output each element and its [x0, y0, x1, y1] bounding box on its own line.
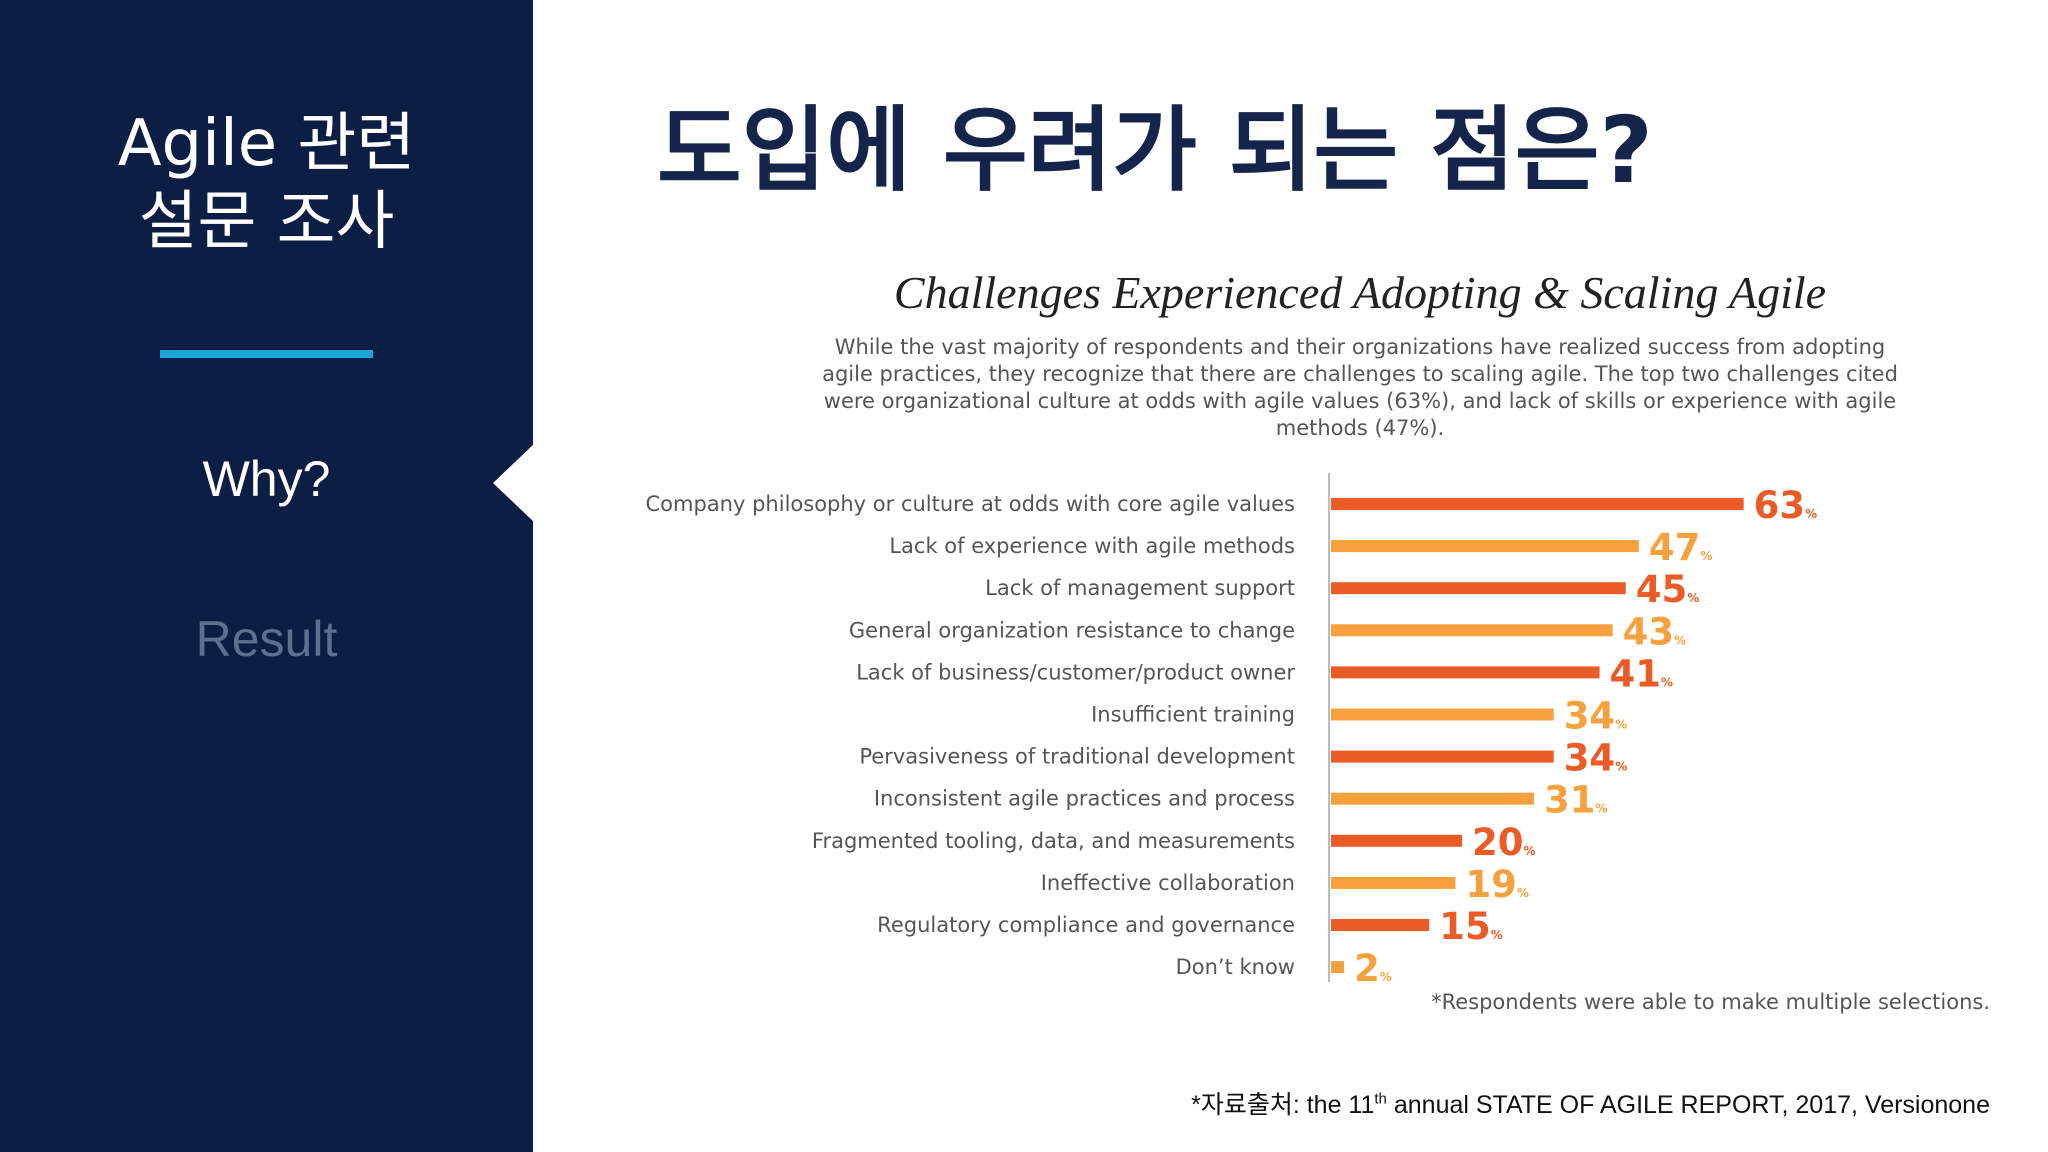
bar: [1331, 961, 1345, 974]
data-label: 34%: [1564, 695, 1628, 738]
source-citation: *자료출처: the 11th annual STATE OF AGILE RE…: [1100, 1085, 1990, 1121]
bar: [1331, 834, 1462, 847]
category-label: Pervasiveness of traditional development: [859, 745, 1295, 769]
bar: [1331, 498, 1744, 510]
category-label: Inconsistent agile practices and process: [874, 787, 1295, 811]
bar: [1331, 666, 1600, 679]
bar: [1331, 582, 1626, 595]
category-label: Company philosophy or culture at odds wi…: [646, 492, 1295, 516]
category-label: Lack of management support: [985, 576, 1295, 600]
data-label: 63%: [1754, 484, 1818, 527]
bar: [1331, 708, 1554, 721]
source-citation-prefix: *자료출처: the 11: [1191, 1091, 1375, 1119]
bar: [1331, 750, 1554, 763]
active-nav-pointer: [493, 443, 535, 523]
sidebar-title-line-1: Agile 관련: [117, 107, 416, 181]
data-label: 41%: [1610, 652, 1674, 695]
category-label: Lack of business/customer/product owner: [856, 660, 1295, 684]
chart-title: Challenges Experienced Adopting & Scalin…: [893, 267, 1827, 318]
bar: [1331, 540, 1639, 553]
source-citation-ordinal: th: [1374, 1090, 1387, 1108]
sidebar: Agile 관련 설문 조사 Why? Result: [0, 0, 533, 1152]
bar: [1331, 624, 1613, 637]
data-label: 31%: [1544, 779, 1608, 822]
data-label: 47%: [1649, 526, 1713, 569]
bar: [1331, 919, 1430, 931]
chart-subtitle: While the vast majority of respondents a…: [822, 335, 1898, 440]
sidebar-title-line-2: 설문 조사: [138, 185, 395, 259]
category-label: General organization resistance to chang…: [849, 618, 1295, 642]
data-label: 15%: [1439, 905, 1503, 948]
data-label: 34%: [1564, 737, 1628, 780]
category-label: Don’t know: [1176, 955, 1295, 979]
data-label: 2%: [1354, 947, 1392, 990]
category-label: Insufficient training: [1091, 703, 1295, 727]
category-label: Fragmented tooling, data, and measuremen…: [812, 829, 1295, 853]
source-citation-suffix: annual STATE OF AGILE REPORT, 2017, Vers…: [1386, 1091, 1990, 1119]
data-label: 19%: [1465, 863, 1529, 906]
category-label: Regulatory compliance and governance: [877, 913, 1295, 937]
sidebar-accent-divider: [160, 350, 373, 358]
category-label: Lack of experience with agile methods: [889, 534, 1295, 558]
page-title: 도입에 우려가 되는 점은?: [657, 97, 1653, 204]
chart-footnote: *Respondents were able to make multiple …: [1431, 990, 1990, 1014]
chart-marks: Company philosophy or culture at odds wi…: [646, 484, 1818, 990]
nav-item-why[interactable]: Why?: [202, 451, 331, 507]
data-label: 45%: [1636, 568, 1700, 611]
bar: [1331, 792, 1535, 805]
category-label: Ineffective collaboration: [1041, 871, 1295, 895]
nav-item-result[interactable]: Result: [195, 611, 338, 667]
sidebar-title: Agile 관련 설문 조사: [0, 105, 533, 261]
data-label: 43%: [1623, 610, 1687, 653]
bar: [1331, 876, 1456, 889]
data-label: 20%: [1472, 821, 1536, 864]
